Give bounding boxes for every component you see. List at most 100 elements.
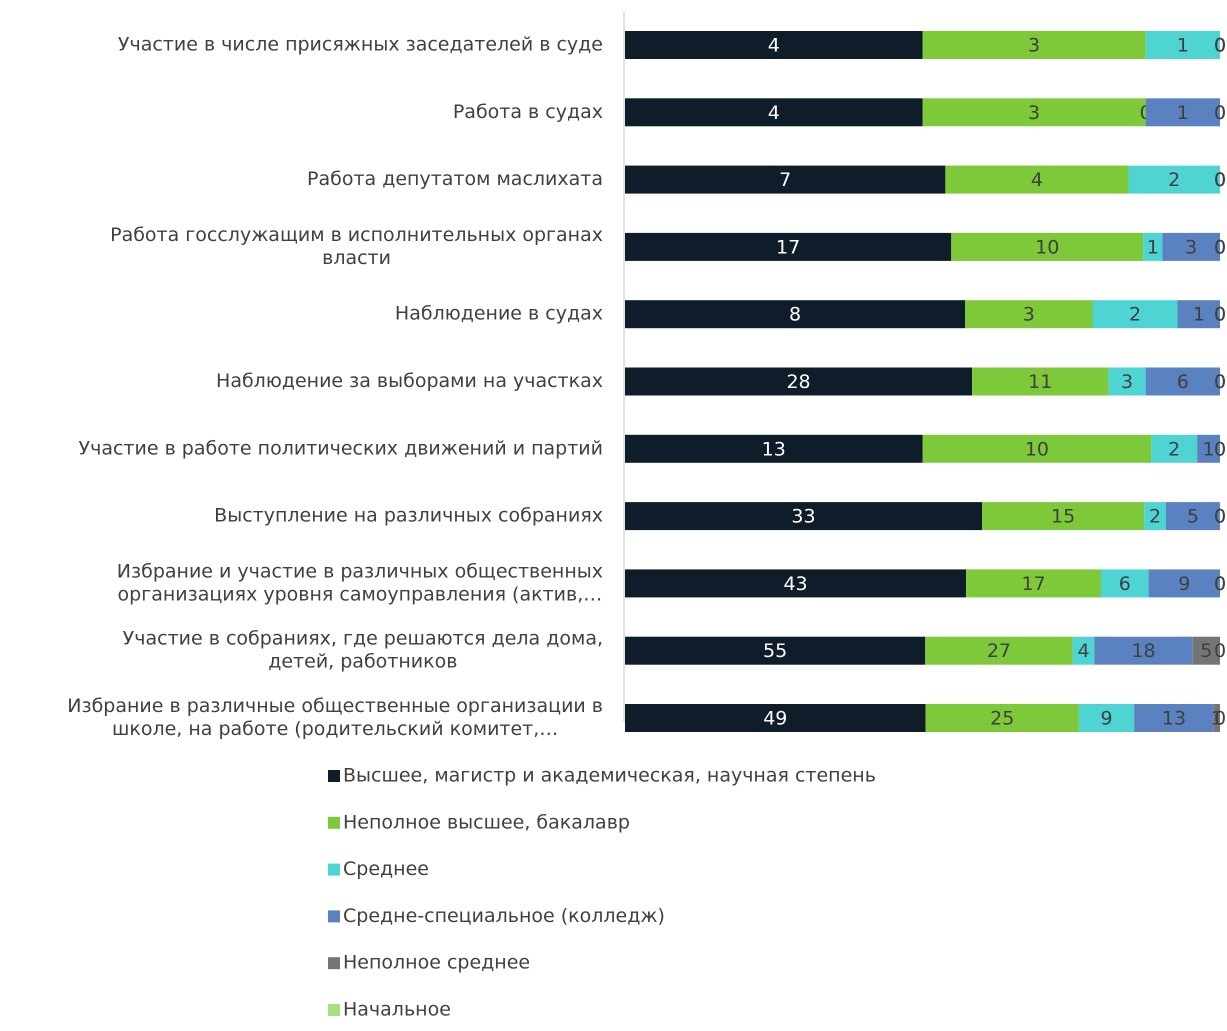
value-label: 0 xyxy=(1214,371,1226,393)
value-label: 27 xyxy=(987,640,1011,662)
value-label: 0 xyxy=(1214,506,1226,528)
bar-segment xyxy=(922,31,1146,59)
bar-segment xyxy=(1143,232,1163,261)
value-label: 0 xyxy=(1214,35,1226,57)
bar-segment xyxy=(1192,636,1220,665)
category-label: Работа госслужащим в исполнительных орга… xyxy=(110,224,603,246)
bar-segment xyxy=(625,31,923,59)
bar-segment xyxy=(1145,367,1220,396)
value-label: 2 xyxy=(1149,506,1161,528)
value-label: 0 xyxy=(1214,640,1226,662)
value-label: 0 xyxy=(1214,304,1226,326)
value-label: 25 xyxy=(990,708,1014,730)
legend-swatch xyxy=(328,957,340,970)
bar-segment xyxy=(982,502,1145,531)
category-label: Работа в судах xyxy=(453,101,603,123)
legend-swatch xyxy=(328,1004,340,1016)
category-label: Наблюдение в судах xyxy=(395,303,603,325)
value-label: 0 xyxy=(1214,708,1226,730)
legend-label: Средне-специальное (колледж) xyxy=(343,905,665,927)
value-label: 3 xyxy=(1121,371,1133,393)
value-label: 4 xyxy=(1031,169,1043,191)
bar-segment xyxy=(945,165,1129,194)
legend-swatch xyxy=(328,910,340,923)
bar-segment xyxy=(1165,502,1220,531)
value-label: 17 xyxy=(776,236,800,258)
value-label: 5 xyxy=(1200,640,1212,662)
value-label: 0 xyxy=(1214,236,1226,258)
value-label: 6 xyxy=(1119,573,1131,595)
bar-segment xyxy=(1162,232,1220,261)
value-label: 0 xyxy=(1214,35,1226,57)
value-label: 1 xyxy=(1203,438,1215,460)
value-label: 1 xyxy=(1177,35,1189,57)
value-label: 49 xyxy=(763,708,787,730)
value-label: 0 xyxy=(1214,506,1226,528)
value-label: 4 xyxy=(1077,640,1089,662)
value-label: 0 xyxy=(1214,304,1226,326)
value-label: 17 xyxy=(1021,573,1045,595)
bar-segment xyxy=(1144,502,1166,531)
value-label: 2 xyxy=(1168,169,1180,191)
value-label: 0 xyxy=(1214,573,1226,595)
bar-segment xyxy=(1151,434,1198,463)
bar-segment xyxy=(972,367,1109,396)
value-label: 3 xyxy=(1185,236,1197,258)
value-label: 3 xyxy=(1023,304,1035,326)
bar-segment xyxy=(625,636,926,665)
bar-segment xyxy=(1148,569,1220,598)
value-label: 11 xyxy=(1028,371,1052,393)
value-label: 18 xyxy=(1131,640,1155,662)
bar-segment xyxy=(1094,636,1193,665)
legend-swatch xyxy=(328,816,340,829)
value-label: 0 xyxy=(1214,169,1226,191)
bar-segment xyxy=(1092,300,1178,329)
category-label: организациях уровня самоуправления (акти… xyxy=(118,583,603,605)
value-label: 6 xyxy=(1177,371,1189,393)
value-label: 0 xyxy=(1214,438,1226,460)
value-label: 2 xyxy=(1129,304,1141,326)
bar-segment xyxy=(951,232,1144,261)
legend-label: Начальное xyxy=(343,999,451,1021)
bar-segment xyxy=(1177,300,1220,329)
value-label: 0 xyxy=(1214,573,1226,595)
bar-segment xyxy=(922,98,1146,127)
bar-segment xyxy=(1101,569,1149,598)
value-label: 1 xyxy=(1193,304,1205,326)
value-label: 10 xyxy=(1025,438,1049,460)
value-label: 2 xyxy=(1168,438,1180,460)
value-label: 0 xyxy=(1214,169,1226,191)
legend-label: Высшее, магистр и академическая, научная… xyxy=(343,765,876,787)
value-label: 43 xyxy=(783,573,807,595)
category-label: Выступление на различных собраниях xyxy=(214,505,603,527)
legend-swatch xyxy=(328,863,340,876)
value-label: 7 xyxy=(779,169,791,191)
bar-segment xyxy=(625,367,973,396)
value-label: 9 xyxy=(1100,708,1112,730)
category-label: власти xyxy=(322,247,391,269)
value-label: 15 xyxy=(1051,506,1075,528)
bar-segment xyxy=(1145,31,1220,59)
value-label: 13 xyxy=(762,438,786,460)
legend-swatch xyxy=(328,770,340,782)
value-label: 3 xyxy=(1028,35,1040,57)
value-label: 0 xyxy=(1214,102,1226,124)
bar-segment xyxy=(922,434,1152,463)
legend-label: Неполное среднее xyxy=(343,952,530,974)
value-label: 13 xyxy=(1162,708,1186,730)
value-label: 1 xyxy=(1211,708,1223,730)
bar-segment xyxy=(1128,165,1220,194)
bar-segment xyxy=(1145,98,1220,127)
category-label: Наблюдение за выборами на участках xyxy=(216,370,603,392)
bar-segment xyxy=(1072,636,1095,665)
category-label: школе, на работе (родительский комитет,… xyxy=(112,718,558,740)
bar-segment xyxy=(625,165,946,194)
category-label: Участие в собраниях, где решаются дела д… xyxy=(123,628,603,650)
legend-label: Среднее xyxy=(343,858,429,880)
value-label: 1 xyxy=(1177,102,1189,124)
value-label: 10 xyxy=(1035,236,1059,258)
bar-segment xyxy=(925,704,1079,732)
bar-segment xyxy=(625,569,967,598)
category-label: Работа депутатом маслихата xyxy=(307,168,603,190)
